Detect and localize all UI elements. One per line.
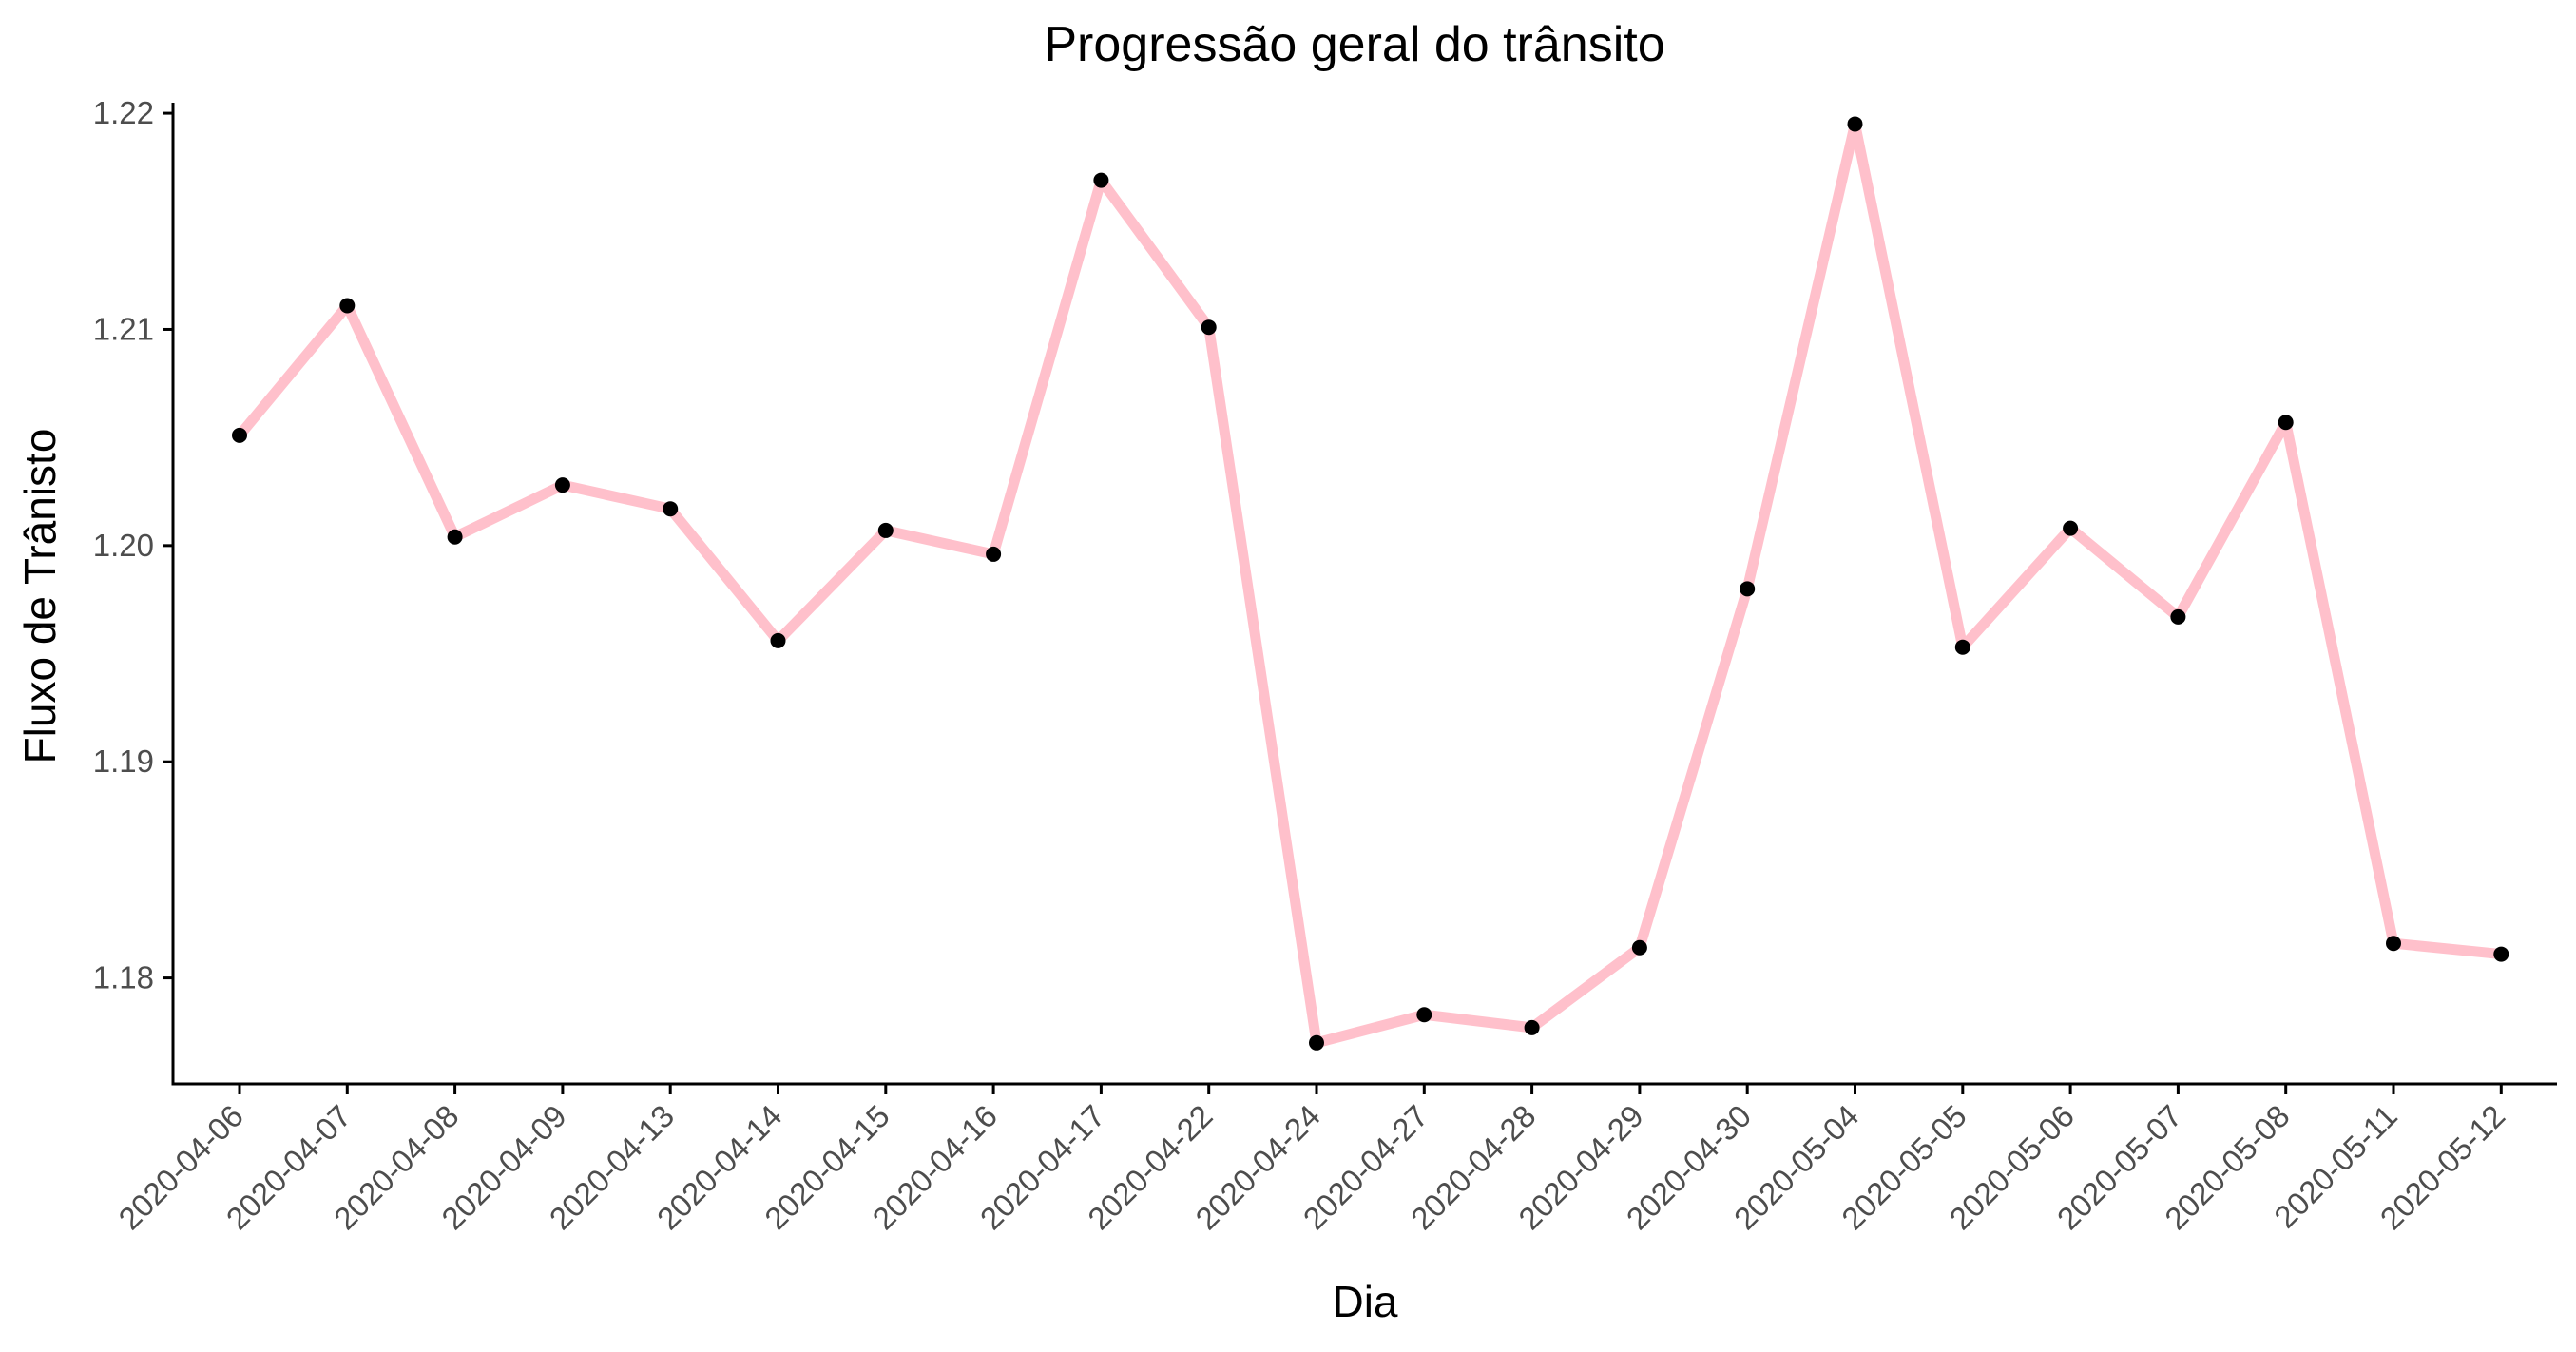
data-point bbox=[2063, 520, 2079, 536]
y-axis-title: Fluxo de Trânisto bbox=[15, 429, 65, 764]
series-points bbox=[232, 116, 2509, 1051]
data-point bbox=[1524, 1019, 1540, 1035]
data-point bbox=[770, 632, 786, 648]
series-line bbox=[234, 118, 2507, 1049]
data-point bbox=[1416, 1007, 1432, 1023]
data-point bbox=[877, 522, 894, 538]
data-point bbox=[339, 298, 356, 314]
data-point bbox=[663, 501, 679, 517]
data-point bbox=[554, 477, 570, 493]
data-point bbox=[2386, 936, 2401, 952]
data-point bbox=[1954, 639, 1970, 655]
series-lines bbox=[234, 118, 2507, 1049]
y-tick-label: 1.19 bbox=[93, 744, 154, 779]
data-point bbox=[2493, 946, 2509, 962]
y-tick-label: 1.18 bbox=[93, 960, 154, 995]
data-point bbox=[232, 427, 247, 443]
data-point bbox=[447, 529, 463, 545]
data-point bbox=[2170, 608, 2186, 625]
data-point bbox=[1309, 1034, 1324, 1051]
data-point bbox=[1740, 581, 1756, 597]
y-axis-ticks: 1.18 1.19 1.20 1.21 1.22 bbox=[93, 95, 173, 995]
data-point bbox=[986, 546, 1002, 562]
y-tick-label: 1.22 bbox=[93, 95, 154, 130]
y-tick-label: 1.21 bbox=[93, 311, 154, 346]
y-tick-label: 1.20 bbox=[93, 528, 154, 563]
x-axis-ticks: 2020-04-062020-04-072020-04-082020-04-09… bbox=[111, 1084, 2511, 1236]
x-axis-title: Dia bbox=[1332, 1277, 1397, 1326]
data-point bbox=[1093, 172, 1109, 188]
chart-title: Progressão geral do trânsito bbox=[1044, 17, 1664, 72]
data-point bbox=[1201, 319, 1217, 336]
data-point bbox=[2278, 415, 2294, 431]
data-point bbox=[1631, 939, 1647, 956]
data-point bbox=[1847, 116, 1863, 132]
